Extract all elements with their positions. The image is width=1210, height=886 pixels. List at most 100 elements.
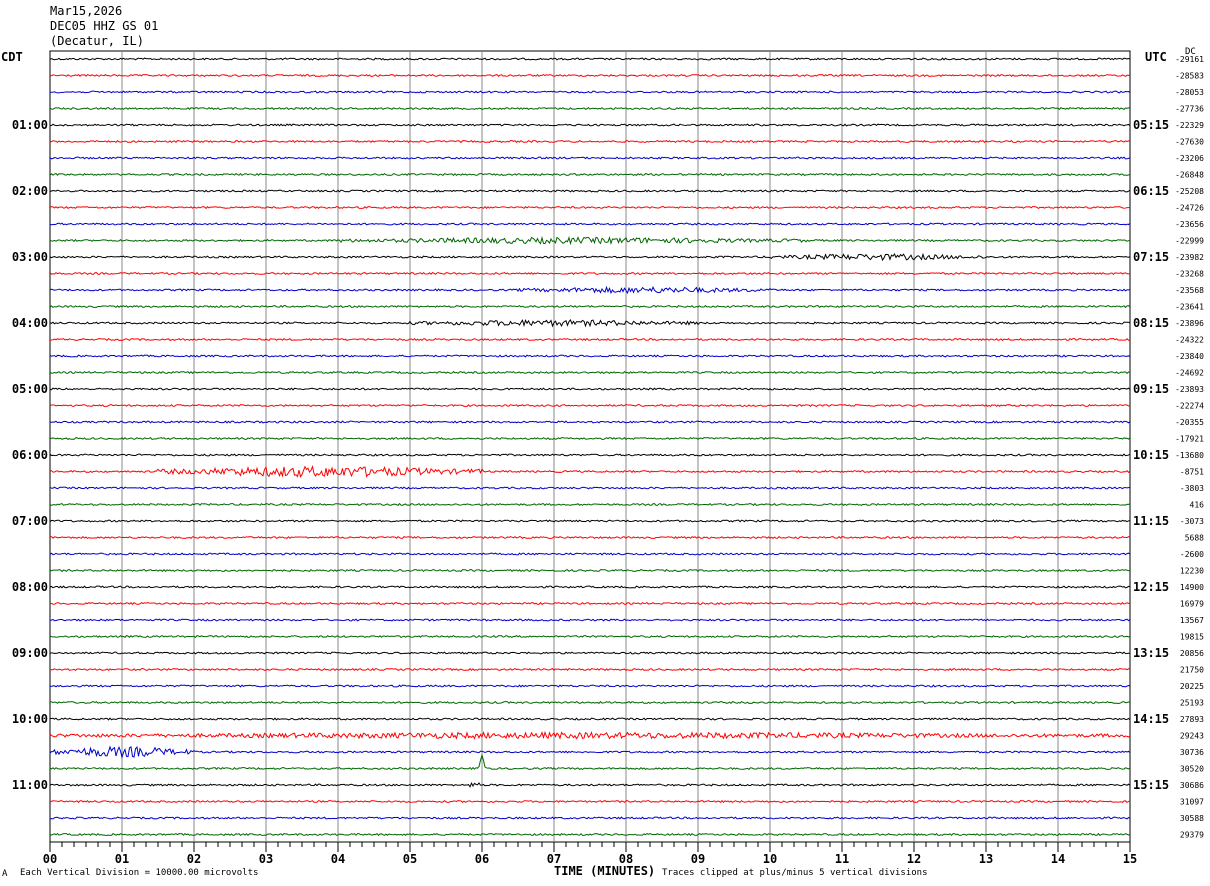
- right-time-label: 09:15: [1133, 382, 1169, 396]
- plot-frame: [49, 50, 1131, 843]
- trace-offset-label: 13567: [1180, 616, 1204, 625]
- x-tick-label: 15: [1123, 852, 1137, 866]
- right-time-label: 07:15: [1133, 250, 1169, 264]
- x-tick-label: 06: [475, 852, 489, 866]
- seismic-trace: [49, 123, 1131, 127]
- left-time-label: 01:00: [12, 118, 48, 132]
- right-time-label: 11:15: [1133, 514, 1169, 528]
- seismic-trace: [49, 502, 1131, 507]
- seismic-trace: [49, 387, 1131, 391]
- trace-offset-label: -28583: [1175, 72, 1204, 81]
- trace-offset-label: -2600: [1180, 550, 1204, 559]
- x-tick-label: 10: [763, 852, 777, 866]
- seismic-trace: [49, 601, 1131, 606]
- seismic-trace: [49, 634, 1131, 639]
- trace-offset-label: -22329: [1175, 121, 1204, 130]
- seismic-trace: [49, 271, 1131, 276]
- trace-offset-label: -23568: [1175, 286, 1204, 295]
- seismic-trace: [49, 420, 1131, 424]
- seismic-trace: [49, 453, 1131, 457]
- seismic-trace: [49, 730, 1131, 740]
- seismic-trace: [49, 156, 1131, 160]
- trace-offset-label: 21750: [1180, 666, 1204, 675]
- seismic-trace: [49, 235, 1131, 246]
- trace-offset-label: 29243: [1180, 732, 1204, 741]
- seismic-trace: [49, 486, 1131, 490]
- seismic-trace: [49, 799, 1131, 804]
- trace-offset-label: 30520: [1180, 765, 1204, 774]
- trace-offset-label: -24726: [1175, 204, 1204, 213]
- seismic-trace: [49, 252, 1131, 262]
- trace-offset-label: -23982: [1175, 253, 1204, 262]
- trace-offset-label: 19815: [1180, 633, 1204, 642]
- seismic-trace: [49, 304, 1131, 309]
- x-tick-label: 08: [619, 852, 633, 866]
- left-time-label: 10:00: [12, 712, 48, 726]
- left-time-label: 09:00: [12, 646, 48, 660]
- header-location: (Decatur, IL): [50, 34, 144, 48]
- seismic-trace: [49, 519, 1131, 523]
- right-time-label: 06:15: [1133, 184, 1169, 198]
- trace-offset-label: 29379: [1180, 831, 1204, 840]
- trace-offset-label: 30686: [1180, 781, 1204, 790]
- seismic-trace: [49, 205, 1131, 210]
- seismic-trace: [49, 172, 1131, 177]
- seismic-trace: [49, 465, 1131, 478]
- left-time-label: 07:00: [12, 514, 48, 528]
- trace-offset-label: 416: [1190, 501, 1205, 510]
- trace-offset-label: -23206: [1175, 154, 1204, 163]
- trace-offset-label: -25208: [1175, 187, 1204, 196]
- right-time-label: 08:15: [1133, 316, 1169, 330]
- right-time-label: 15:15: [1133, 778, 1169, 792]
- right-zone-label: UTC: [1145, 50, 1167, 64]
- trace-offset-label: -17921: [1175, 435, 1204, 444]
- corner-mark: A: [2, 869, 8, 879]
- trace-offset-label: -3073: [1180, 517, 1204, 526]
- trace-offset-label: -23840: [1175, 352, 1204, 361]
- seismic-trace: [49, 337, 1131, 342]
- x-tick-label: 05: [403, 852, 417, 866]
- seismic-trace: [49, 585, 1131, 589]
- trace-offset-label: 31097: [1180, 798, 1204, 807]
- x-tick-label: 12: [907, 852, 921, 866]
- seismic-trace: [49, 781, 1131, 788]
- right-time-label: 12:15: [1133, 580, 1169, 594]
- seismic-trace: [49, 745, 1131, 760]
- trace-offset-label: 16979: [1180, 600, 1204, 609]
- seismic-trace: [49, 73, 1131, 78]
- right-time-label: 13:15: [1133, 646, 1169, 660]
- left-time-label: 02:00: [12, 184, 48, 198]
- trace-offset-label: -23268: [1175, 270, 1204, 279]
- trace-offset-label: 27893: [1180, 715, 1204, 724]
- trace-offset-label: -24322: [1175, 336, 1204, 345]
- trace-offset-label: -22274: [1175, 402, 1204, 411]
- seismic-trace: [49, 651, 1131, 655]
- trace-offset-label: -3803: [1180, 484, 1204, 493]
- left-time-label: 08:00: [12, 580, 48, 594]
- trace-offset-label: 25193: [1180, 699, 1204, 708]
- x-axis-title: TIME (MINUTES): [554, 864, 656, 878]
- trace-offset-label: 5688: [1185, 534, 1204, 543]
- trace-offset-label: -28053: [1175, 88, 1204, 97]
- seismic-trace: [49, 370, 1131, 375]
- seismic-trace: [49, 700, 1131, 705]
- trace-offset-label: -24692: [1175, 369, 1204, 378]
- trace-offset-label: 14900: [1180, 583, 1204, 592]
- x-tick-label: 11: [835, 852, 849, 866]
- seismic-trace: [49, 189, 1131, 193]
- seismic-trace: [49, 319, 1131, 328]
- seismic-trace: [49, 106, 1131, 111]
- seismic-trace: [49, 90, 1131, 94]
- clip-note: Traces clipped at plus/minus 5 vertical …: [662, 868, 928, 878]
- seismic-trace: [49, 354, 1131, 358]
- trace-offset-label: -20355: [1175, 418, 1204, 427]
- x-tick-label: 01: [115, 852, 129, 866]
- seismic-trace: [49, 568, 1131, 573]
- seismic-trace: [49, 139, 1131, 144]
- trace-offset-label: -27630: [1175, 138, 1204, 147]
- seismic-trace: [49, 222, 1131, 226]
- seismic-trace: [49, 832, 1131, 837]
- right-time-label: 14:15: [1133, 712, 1169, 726]
- seismic-trace: [49, 403, 1131, 408]
